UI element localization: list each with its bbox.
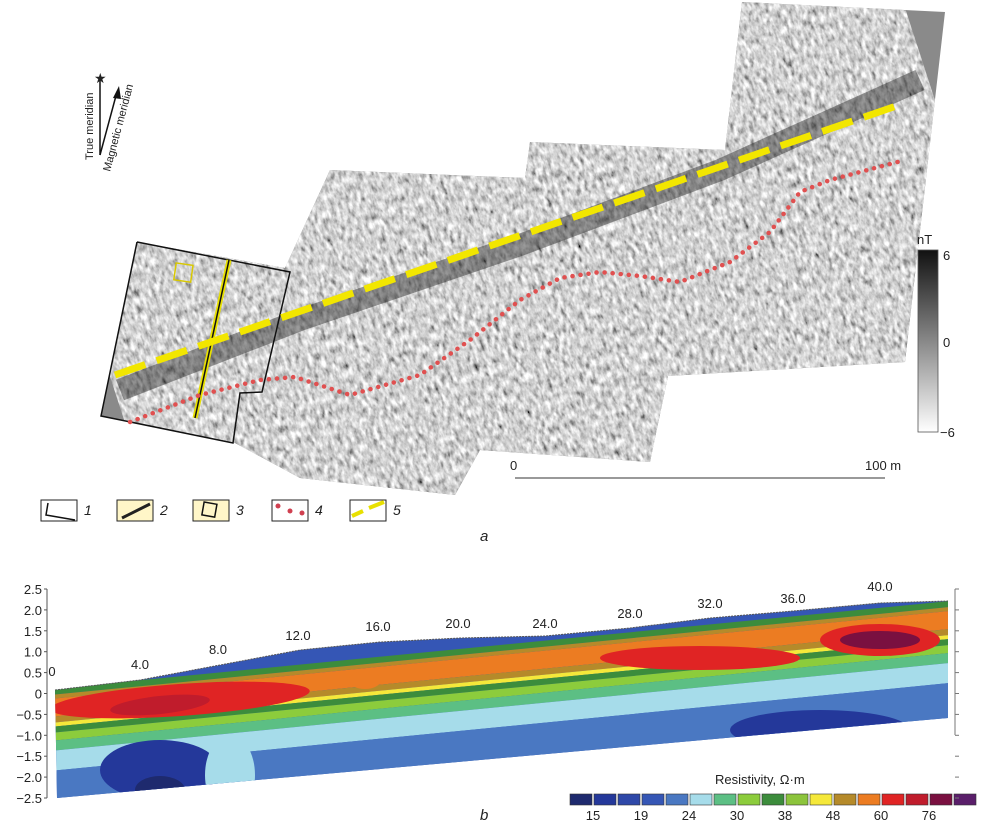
north-arrow: ★ True meridian Magnetic meridian bbox=[84, 70, 136, 173]
y-tick-label: −1.0 bbox=[16, 728, 42, 743]
distance-label: 40.0 bbox=[867, 579, 892, 594]
legend-swatch bbox=[905, 793, 929, 806]
square-outline bbox=[172, 262, 194, 284]
y-tick-label: 0 bbox=[35, 687, 42, 702]
legend-swatch bbox=[737, 793, 761, 806]
y-tick-label: −2.0 bbox=[16, 770, 42, 785]
scale-end: 100 m bbox=[865, 458, 901, 473]
colorbar-max: 6 bbox=[943, 248, 950, 263]
resistivity-band bbox=[55, 601, 948, 696]
y-tick-label: 2.5 bbox=[24, 582, 42, 597]
y-tick-label: −2.5 bbox=[16, 791, 42, 806]
colorbar-unit: nT bbox=[917, 232, 932, 247]
resistivity-band bbox=[55, 682, 948, 798]
survey-outline bbox=[100, 241, 291, 444]
scale-bar: 0 100 m bbox=[510, 458, 901, 479]
distance-label: 32.0 bbox=[697, 596, 722, 611]
y-tick-label: 1.0 bbox=[24, 645, 42, 660]
distance-label: 16.0 bbox=[365, 619, 390, 634]
true-meridian-label: True meridian bbox=[84, 93, 96, 160]
resistivity-band bbox=[55, 652, 948, 752]
panel-b-label: b bbox=[480, 807, 488, 824]
legend-value: 19 bbox=[634, 808, 648, 823]
legend-1: 1 bbox=[84, 502, 92, 518]
y-axis: 2.5 2.0 1.5 1.0 0.5 0 −0.5 −1.0 −1.5 −2.0 −2.5 bbox=[16, 582, 48, 806]
y-tick-label: 0.5 bbox=[24, 666, 42, 681]
star-icon: ★ bbox=[94, 70, 107, 86]
distance-label: 0 bbox=[48, 664, 55, 679]
map-legend: 1 2 3 4 5 bbox=[40, 499, 401, 522]
colorbar-mid: 0 bbox=[943, 335, 950, 350]
legend-value: 60 bbox=[874, 808, 888, 823]
y-tick-label: 2.0 bbox=[24, 603, 42, 618]
legend-swatch bbox=[761, 793, 785, 806]
resistivity-legend-title: Resistivity, Ω·m bbox=[715, 772, 805, 787]
distance-label: 8.0 bbox=[209, 642, 227, 657]
resistivity-band bbox=[55, 606, 948, 700]
legend-value: 30 bbox=[730, 808, 744, 823]
dashed-line bbox=[113, 99, 907, 379]
resistivity-band bbox=[55, 662, 948, 772]
distance-label: 4.0 bbox=[131, 657, 149, 672]
legend-value: 24 bbox=[682, 808, 696, 823]
legend-swatch bbox=[785, 793, 809, 806]
distance-label: 24.0 bbox=[532, 616, 557, 631]
resistivity-section bbox=[54, 600, 949, 798]
legend-swatch bbox=[665, 793, 689, 806]
legend-value: 38 bbox=[778, 808, 792, 823]
distance-label: 28.0 bbox=[617, 606, 642, 621]
y-tick-label: 1.5 bbox=[24, 624, 42, 639]
distance-labels: 0 4.0 8.0 12.0 16.0 20.0 24.0 28.0 32.0 36.0 40.0 bbox=[48, 579, 892, 679]
y-tick-label: −1.5 bbox=[16, 749, 42, 764]
legend-swatch bbox=[929, 793, 953, 806]
y-tick-label: −0.5 bbox=[16, 707, 42, 722]
legend-swatch bbox=[617, 793, 641, 806]
legend-swatch bbox=[833, 793, 857, 806]
legend-swatch bbox=[641, 793, 665, 806]
legend-5: 5 bbox=[393, 502, 401, 518]
legend-swatch bbox=[593, 793, 617, 806]
scale-start: 0 bbox=[510, 458, 517, 473]
colorbar: nT 6 0 −6 bbox=[917, 232, 955, 440]
legend-2: 2 bbox=[159, 502, 168, 518]
legend-value: 15 bbox=[586, 808, 600, 823]
distance-label: 12.0 bbox=[285, 628, 310, 643]
legend-swatch bbox=[857, 793, 881, 806]
arrow-icon bbox=[113, 86, 121, 99]
legend-4: 4 bbox=[315, 502, 323, 518]
legend-swatch bbox=[713, 793, 737, 806]
legend-value: 48 bbox=[826, 808, 840, 823]
resistivity-legend: 15 19 24 30 38 48 60 76 bbox=[569, 793, 977, 823]
legend-3: 3 bbox=[236, 502, 244, 518]
legend-value: 76 bbox=[922, 808, 936, 823]
magnetic-map bbox=[100, 2, 945, 495]
legend-swatch bbox=[689, 793, 713, 806]
distance-label: 20.0 bbox=[445, 616, 470, 631]
panel-a-label: a bbox=[480, 528, 488, 545]
colorbar-min: −6 bbox=[940, 425, 955, 440]
legend-swatch bbox=[881, 793, 905, 806]
distance-label: 36.0 bbox=[780, 591, 805, 606]
dotted-line bbox=[127, 157, 908, 425]
legend-swatch bbox=[809, 793, 833, 806]
legend-swatch bbox=[953, 793, 977, 806]
legend-swatch bbox=[569, 793, 593, 806]
